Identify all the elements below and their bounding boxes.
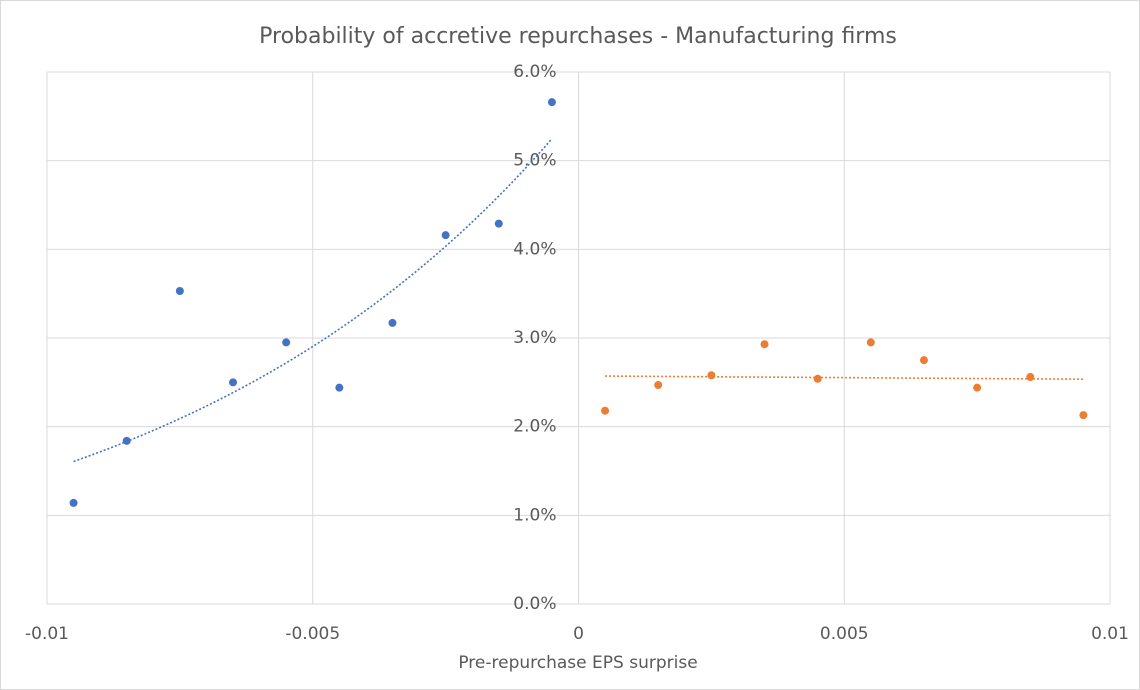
y-tick-label: 5.0%: [513, 151, 556, 171]
y-tick-label: 0.0%: [513, 594, 556, 614]
point: [654, 380, 663, 389]
y-tick-label: 6.0%: [513, 62, 556, 82]
point: [1079, 411, 1088, 420]
x-axis-title: Pre-repurchase EPS surprise: [458, 653, 697, 673]
point: [601, 406, 610, 415]
x-tick-label: 0.005: [820, 624, 869, 644]
y-tick-label: 1.0%: [513, 505, 556, 525]
point: [175, 287, 184, 296]
point: [760, 340, 769, 349]
point: [69, 498, 78, 507]
point: [919, 356, 928, 365]
chart-title: Probability of accretive repurchases - M…: [259, 24, 897, 49]
x-tick-label: -0.01: [25, 624, 69, 644]
y-tick-label: 3.0%: [513, 328, 556, 348]
y-tick-label: 4.0%: [513, 239, 556, 259]
point: [441, 231, 450, 240]
point: [973, 383, 982, 392]
point: [282, 338, 291, 347]
point: [122, 436, 131, 445]
x-tick-label: 0.01: [1091, 624, 1129, 644]
y-tick-label: 2.0%: [513, 417, 556, 437]
x-tick-label: -0.005: [285, 624, 340, 644]
x-tick-label: 0: [573, 624, 584, 644]
point: [547, 98, 556, 107]
point: [1026, 373, 1035, 382]
point: [229, 378, 238, 387]
point: [494, 219, 503, 228]
point: [388, 318, 397, 327]
point: [813, 374, 822, 383]
point: [707, 371, 716, 380]
trendline: [73, 138, 553, 463]
point: [335, 383, 344, 392]
point: [866, 338, 875, 347]
